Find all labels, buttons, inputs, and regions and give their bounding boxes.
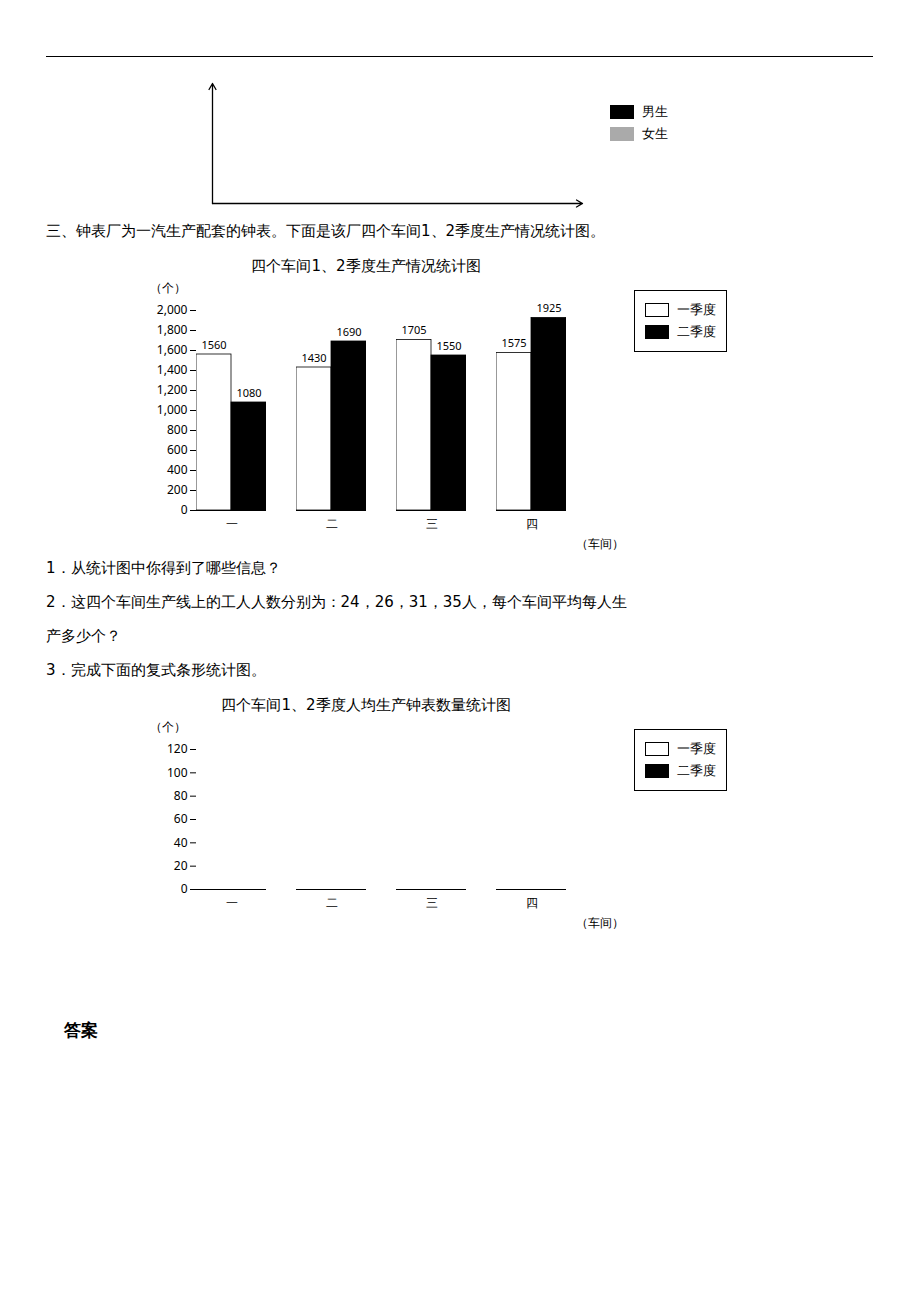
svg-text:四: 四 [526,894,538,911]
svg-text:600: 600 [167,441,188,458]
svg-text:1,000: 1,000 [157,401,188,418]
svg-text:一: 一 [226,515,238,532]
svg-text:二: 二 [326,894,338,911]
html-text:一季度: 一季度 [677,302,716,317]
svg-text:四: 四 [526,515,538,532]
svg-text:三: 三 [426,515,438,532]
svg-text:1430: 1430 [301,350,326,365]
svg-text:1550: 1550 [436,338,461,353]
svg-text:400: 400 [167,461,188,478]
svg-text:0: 0 [181,501,188,518]
svg-text:1925: 1925 [536,300,561,315]
html-text:产多少个？: 产多少个？ [46,627,121,645]
html-text:2．这四个车间生产线上的工人人数分别为：24，26，31，3: 2．这四个车间生产线上的工人人数分别为：24，26，31，35人，每个车间平均每… [46,593,627,611]
svg-text:一: 一 [226,894,238,911]
svg-text:200: 200 [167,481,188,498]
svg-text:40: 40 [174,834,188,851]
svg-text:二: 二 [326,515,338,532]
svg-text:0: 0 [181,880,188,897]
svg-text:1,600: 1,600 [157,341,188,358]
svg-text:1705: 1705 [401,322,426,337]
html-text:二季度: 二季度 [677,324,716,339]
html-text:3．完成下面的复式条形统计图。: 3．完成下面的复式条形统计图。 [46,661,266,679]
html-text:答案: 答案 [64,1020,98,1040]
svg-text:（个）: （个） [150,280,186,296]
html-text:二季度: 二季度 [677,763,716,778]
svg-text:1690: 1690 [336,324,361,339]
svg-text:1,400: 1,400 [157,361,188,378]
svg-text:1,200: 1,200 [157,381,188,398]
svg-text:1560: 1560 [201,337,226,352]
svg-text:1575: 1575 [501,335,526,350]
svg-text:60: 60 [174,810,188,827]
svg-text:三: 三 [426,894,438,911]
svg-text:100: 100 [167,764,188,781]
svg-text:120: 120 [167,740,188,757]
svg-text:（个）: （个） [150,719,186,735]
svg-text:（车间）: （车间） [576,535,624,551]
html-text:四个车间1、2季度人均生产钟表数量统计图: 四个车间1、2季度人均生产钟表数量统计图 [221,696,511,714]
svg-text:2,000: 2,000 [157,301,188,318]
html-text:四个车间1、2季度生产情况统计图: 四个车间1、2季度生产情况统计图 [251,257,481,275]
html-text:女生: 女生 [642,126,668,141]
svg-text:20: 20 [174,857,188,874]
html-text:男生: 男生 [642,104,668,119]
svg-text:（车间）: （车间） [576,914,624,930]
svg-text:1080: 1080 [236,385,261,400]
html-text:一季度: 一季度 [677,741,716,756]
svg-text:800: 800 [167,421,188,438]
html-text:1．从统计图中你得到了哪些信息？: 1．从统计图中你得到了哪些信息？ [46,559,281,577]
html-text:三、钟表厂为一汽生产配套的钟表。下面是该厂四个车间1、2季度: 三、钟表厂为一汽生产配套的钟表。下面是该厂四个车间1、2季度生产情况统计图。 [46,222,606,240]
svg-text:80: 80 [174,787,188,804]
svg-text:1,800: 1,800 [157,321,188,338]
